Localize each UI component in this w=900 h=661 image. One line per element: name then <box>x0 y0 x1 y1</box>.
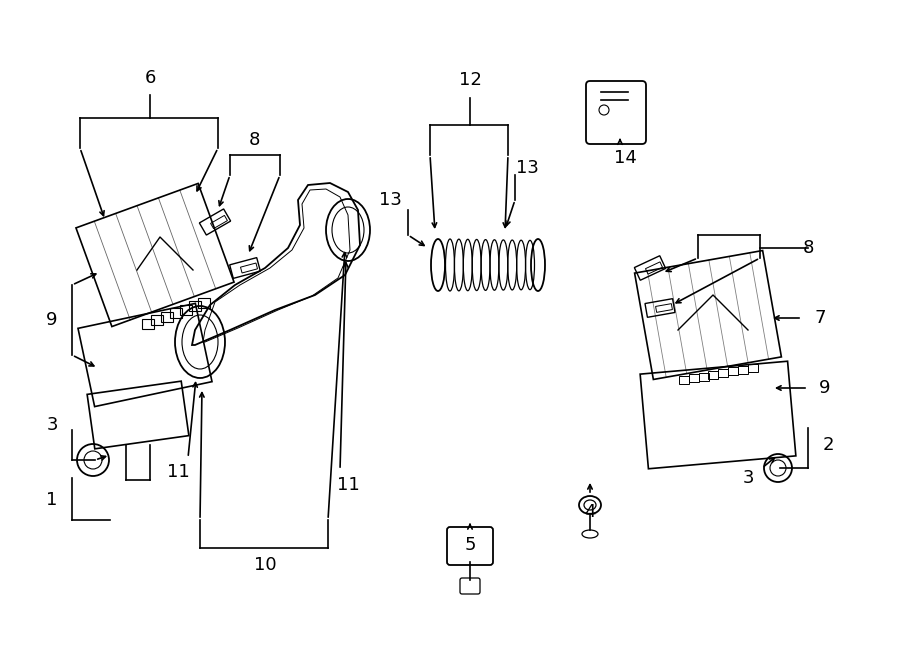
Bar <box>698 373 708 381</box>
Text: 9: 9 <box>819 379 831 397</box>
Bar <box>708 371 718 379</box>
Bar <box>679 376 689 384</box>
Text: 7: 7 <box>814 309 826 327</box>
Text: 12: 12 <box>459 71 482 89</box>
Text: 8: 8 <box>248 131 260 149</box>
Bar <box>688 374 698 383</box>
Text: 10: 10 <box>254 556 276 574</box>
Text: 4: 4 <box>584 503 596 521</box>
Bar <box>748 364 758 372</box>
Text: 13: 13 <box>379 191 401 209</box>
Bar <box>728 368 738 375</box>
Bar <box>198 298 211 308</box>
Text: 14: 14 <box>614 149 636 167</box>
Bar <box>718 369 728 377</box>
Text: 2: 2 <box>823 436 833 454</box>
Text: 11: 11 <box>166 463 189 481</box>
Bar <box>180 305 192 315</box>
Text: 11: 11 <box>337 476 359 494</box>
Text: 8: 8 <box>802 239 814 257</box>
Bar <box>738 366 748 373</box>
Bar <box>170 308 182 318</box>
Bar <box>151 315 164 325</box>
Text: 1: 1 <box>46 491 58 509</box>
Bar <box>189 301 201 311</box>
Bar <box>161 312 173 322</box>
Text: 13: 13 <box>516 159 538 177</box>
Text: 6: 6 <box>144 69 156 87</box>
Text: 3: 3 <box>742 469 754 487</box>
Text: 5: 5 <box>464 536 476 554</box>
Text: 3: 3 <box>46 416 58 434</box>
Bar <box>142 319 154 329</box>
Text: 9: 9 <box>46 311 58 329</box>
